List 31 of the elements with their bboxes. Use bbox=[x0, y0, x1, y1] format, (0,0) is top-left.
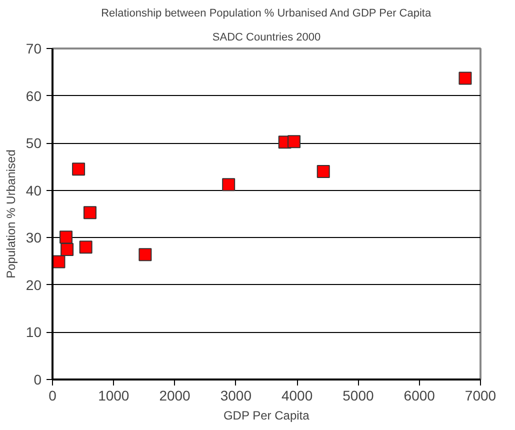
x-axis-title: GDP Per Capita bbox=[223, 408, 310, 422]
x-tick-label: 5000 bbox=[342, 388, 374, 404]
point bbox=[60, 230, 73, 244]
x-tick-label: 6000 bbox=[404, 388, 436, 404]
point bbox=[458, 72, 472, 85]
y-tick-label: 60 bbox=[26, 88, 42, 104]
point bbox=[83, 206, 96, 220]
x-tick-label: 4000 bbox=[282, 388, 313, 404]
point bbox=[79, 240, 92, 254]
x-tick-label: 0 bbox=[48, 388, 57, 404]
x-tick-label: 3000 bbox=[220, 388, 252, 404]
chart-title: Relationship between Population % Urbanised And GDP Per Capita bbox=[101, 8, 432, 20]
y-axis-title: Population % Urbanised bbox=[4, 150, 18, 278]
y-tick-label: 30 bbox=[26, 230, 42, 246]
point bbox=[288, 135, 301, 148]
point bbox=[222, 178, 236, 192]
y-tick-label: 10 bbox=[26, 324, 42, 340]
point bbox=[316, 164, 330, 178]
point bbox=[52, 255, 66, 268]
y-tick-label: 40 bbox=[26, 182, 42, 198]
chart-subtitle: SADC Countries 2000 bbox=[212, 32, 321, 44]
point bbox=[138, 248, 152, 262]
x-tick-label: 1000 bbox=[98, 388, 130, 404]
point bbox=[72, 162, 86, 176]
y-tick-label: 50 bbox=[26, 135, 42, 152]
x-tick-label: 7000 bbox=[464, 388, 496, 404]
point bbox=[60, 242, 74, 256]
y-tick-label: 0 bbox=[34, 372, 42, 388]
y-tick-label: 70 bbox=[26, 40, 42, 56]
y-tick-label: 20 bbox=[26, 276, 42, 293]
x-tick-label: 2000 bbox=[159, 388, 191, 404]
